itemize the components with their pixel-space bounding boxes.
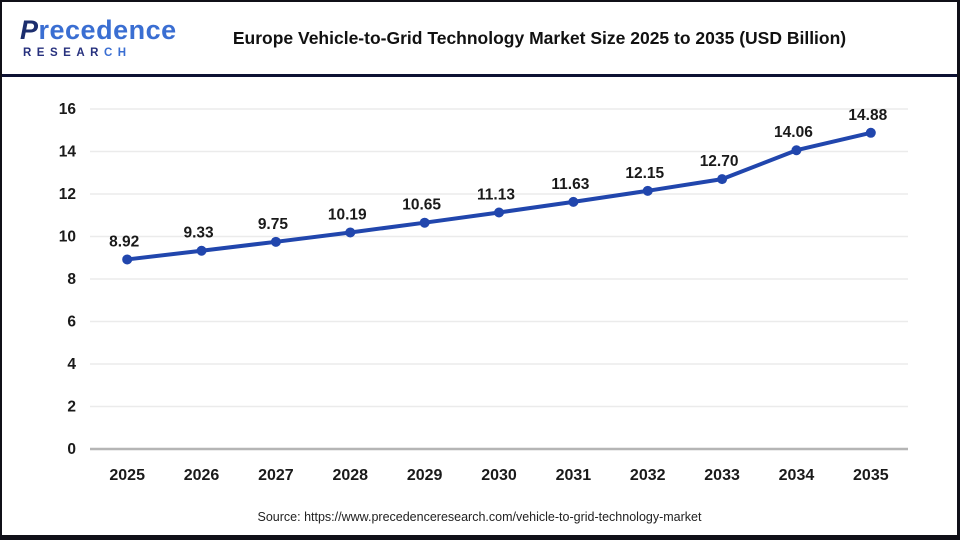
data-point xyxy=(494,207,504,218)
chart-title: Europe Vehicle-to-Grid Technology Market… xyxy=(232,27,847,48)
y-tick-label: 12 xyxy=(59,186,76,203)
y-tick-label: 8 xyxy=(67,271,76,288)
y-tick-label: 14 xyxy=(59,144,77,161)
brand-logo: Precedence RESEARCH xyxy=(20,14,180,60)
y-tick-label: 0 xyxy=(67,441,76,458)
y-tick-label: 16 xyxy=(59,101,77,118)
header: Precedence RESEARCH Europe Vehicle-to-Gr… xyxy=(2,2,957,77)
logo-wordmark: Precedence xyxy=(20,14,180,45)
x-tick-label: 2035 xyxy=(853,467,889,484)
logo-subtitle-dark: RESEAR xyxy=(23,46,104,59)
line-chart: 0 2 4 6 8 10 12 14 16 2025 2026 2027 2028 2029 2030 203… xyxy=(59,101,908,484)
y-tick-label: 4 xyxy=(67,356,76,373)
logo-wordmark-rest: recedence xyxy=(38,14,177,45)
data-label: 9.33 xyxy=(183,225,214,242)
data-label: 12.70 xyxy=(700,153,739,170)
data-label: 14.88 xyxy=(848,107,887,124)
data-point xyxy=(791,145,802,156)
x-tick-label: 2025 xyxy=(109,467,145,484)
x-tick-label: 2027 xyxy=(258,467,294,484)
data-label: 9.75 xyxy=(258,216,289,233)
x-tick-label: 2033 xyxy=(704,467,740,484)
y-tick-label: 6 xyxy=(67,314,76,331)
data-point xyxy=(196,245,207,256)
data-label: 11.63 xyxy=(551,176,589,193)
data-point xyxy=(345,227,356,238)
x-tick-label: 2028 xyxy=(332,467,368,484)
data-point xyxy=(122,254,133,265)
data-label: 10.19 xyxy=(328,206,367,223)
data-label: 8.92 xyxy=(109,233,139,250)
data-point xyxy=(865,127,876,138)
logo-leaf-p: P xyxy=(20,14,39,45)
source-text: Source: https://www.precedenceresearch.c… xyxy=(257,510,702,524)
chart-area: 0 2 4 6 8 10 12 14 16 2025 2026 2027 2028 2029 2030 203… xyxy=(2,77,957,501)
x-tick-label: 2031 xyxy=(556,467,592,484)
data-label: 11.13 xyxy=(477,186,515,203)
x-tick-label: 2032 xyxy=(630,467,666,484)
data-point xyxy=(717,174,728,185)
data-point xyxy=(270,236,281,247)
data-point xyxy=(642,185,653,196)
y-tick-label: 10 xyxy=(59,229,76,246)
data-label: 12.15 xyxy=(625,165,664,182)
x-tick-label: 2030 xyxy=(481,467,517,484)
data-point xyxy=(419,217,430,228)
y-tick-label: 2 xyxy=(67,399,76,416)
data-point xyxy=(568,196,579,207)
x-tick-label: 2026 xyxy=(184,467,220,484)
data-label: 10.65 xyxy=(402,197,441,214)
data-label: 14.06 xyxy=(774,124,813,141)
logo-subtitle: RESEARCH xyxy=(20,46,180,60)
x-tick-label: 2034 xyxy=(779,467,815,484)
logo-subtitle-blue: CH xyxy=(103,46,132,59)
x-tick-label: 2029 xyxy=(407,467,443,484)
